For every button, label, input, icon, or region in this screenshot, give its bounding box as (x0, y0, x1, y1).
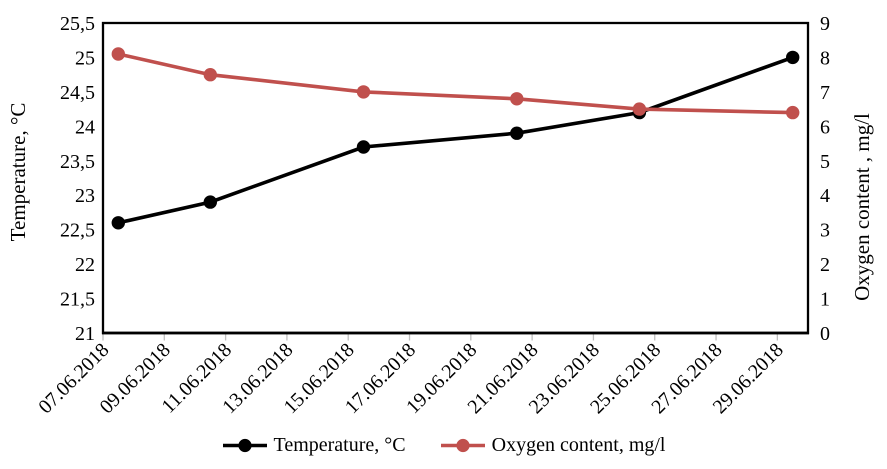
right-axis-tick-label: 9 (820, 13, 830, 35)
right-axis-title: Oxygen content , mg/l (850, 113, 874, 301)
plot-area: 07.06.201809.06.201811.06.201813.06.2018… (34, 13, 830, 418)
right-axis-tick-label: 3 (820, 220, 830, 242)
left-axis-tick-label: 25,5 (60, 13, 95, 35)
left-axis-title: Temperature, °C (6, 103, 30, 242)
temperature-marker (203, 195, 217, 209)
left-axis-tick-label: 23 (75, 185, 95, 207)
oxygen-content-marker (203, 68, 217, 82)
temperature-line (117, 55, 794, 225)
legend-item-oxygen-content: Oxygen content, mg/l (440, 434, 666, 457)
legend: Temperature, °C Oxygen content, mg/l (0, 434, 887, 457)
right-axis-tick-label: 1 (820, 289, 830, 311)
legend-label-temperature: Temperature, °C (273, 434, 406, 456)
right-axis-tick-label: 5 (820, 151, 830, 173)
left-axis-tick-label: 24,5 (60, 82, 95, 104)
right-axis-tick-label: 2 (820, 254, 830, 276)
oxygen-content-marker (356, 85, 371, 99)
right-axis-tick-label: 8 (820, 47, 830, 69)
oxygen-content-marker (111, 47, 126, 61)
right-axis-tick-label: 7 (820, 82, 830, 104)
legend-label-oxygen-content: Oxygen content, mg/l (491, 434, 666, 456)
left-axis-tick-label: 23,5 (60, 151, 95, 173)
left-axis-tick-label: 21,5 (60, 289, 95, 311)
oxygen-content-marker (786, 105, 800, 120)
oxygen-content-legend-marker-icon (440, 438, 485, 453)
left-axis-tick-label: 25 (75, 47, 95, 69)
oxygen-content-line (117, 52, 793, 115)
legend-item-temperature: Temperature, °C (222, 434, 406, 457)
temperature-marker (510, 126, 524, 140)
left-axis-tick-label: 24 (75, 116, 95, 138)
temperature-marker (786, 50, 800, 65)
left-axis-tick-label: 22,5 (60, 220, 95, 242)
left-axis-tick-label: 21 (75, 323, 95, 345)
right-axis-tick-label: 0 (820, 323, 830, 345)
right-axis-tick-label: 4 (820, 185, 830, 207)
left-axis-tick-label: 22 (75, 254, 95, 276)
right-axis-tick-label: 6 (820, 116, 830, 138)
temperature-marker (111, 216, 126, 230)
oxygen-content-marker (632, 102, 647, 116)
temperature-marker (356, 140, 371, 154)
oxygen-content-marker (510, 92, 524, 106)
temperature-legend-marker-icon (222, 438, 267, 453)
